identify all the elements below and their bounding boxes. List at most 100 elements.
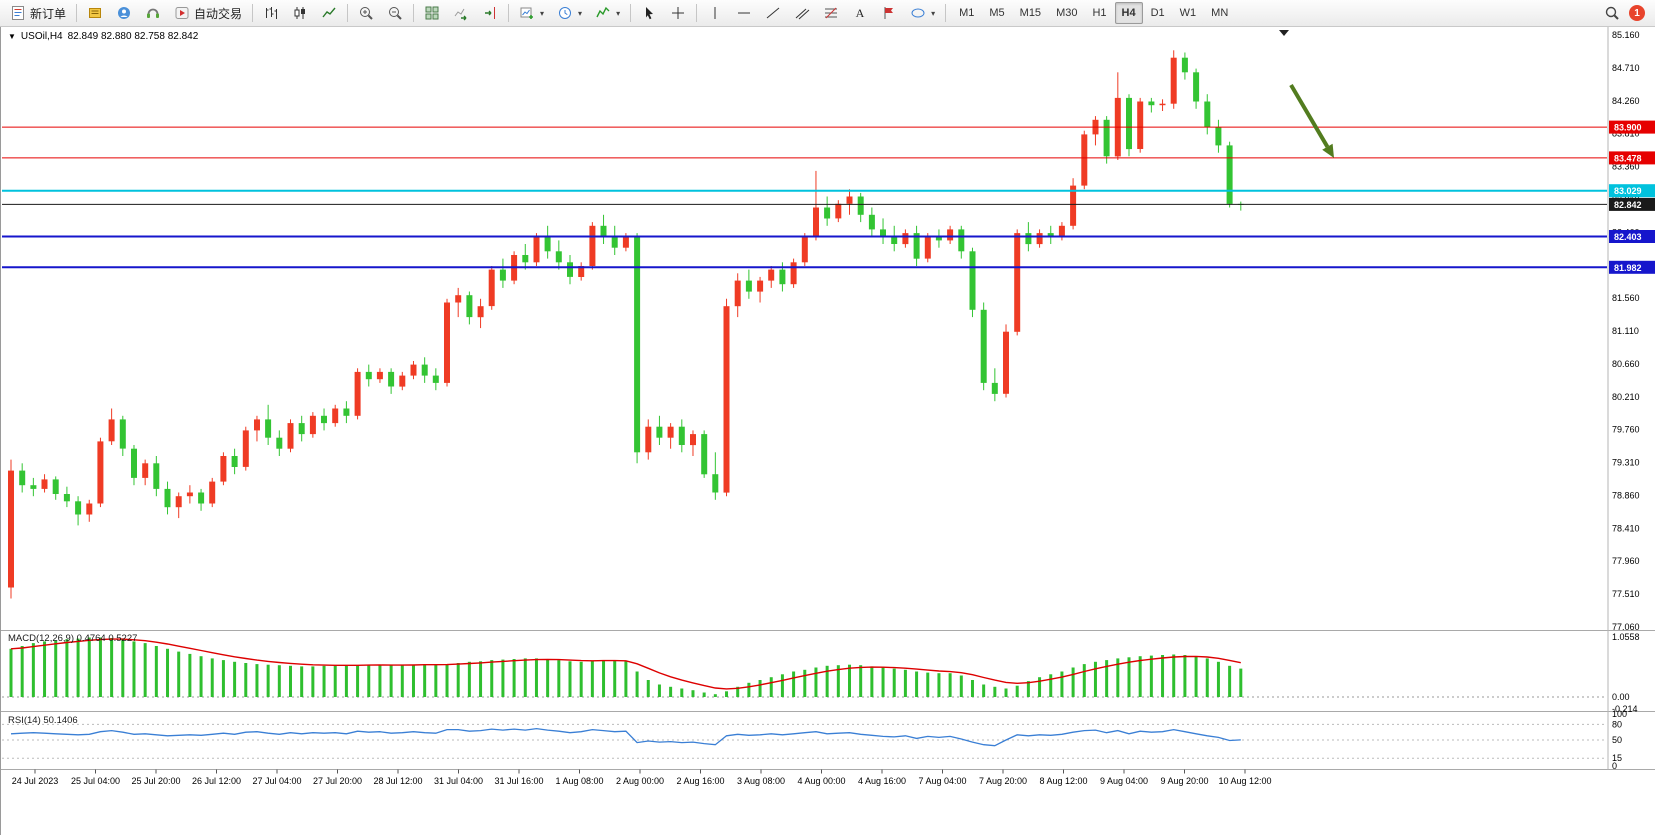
text-icon: A: [856, 6, 865, 20]
time-axis-label: 9 Aug 04:00: [1100, 776, 1148, 786]
chart-ohlc-values: 82.849 82.880 82.758 82.842: [67, 31, 199, 42]
candle-body: [600, 225, 607, 237]
candle-body: [1126, 97, 1132, 150]
one-click-collapse-icon[interactable]: ▼: [8, 32, 16, 41]
crosshair-button[interactable]: [664, 1, 692, 25]
ohlc-bars-icon: [266, 7, 278, 19]
time-axis-label: 31 Jul 16:00: [494, 776, 543, 786]
chart-shift-button[interactable]: [476, 1, 504, 25]
time-axis-label: 28 Jul 12:00: [373, 776, 422, 786]
timeframe-m15-button[interactable]: M15: [1019, 7, 1042, 19]
timeframe-group: M1 M5 M15 M30 H1 H4 D1 W1 MN: [952, 2, 1235, 24]
new-order-icon: [12, 6, 24, 20]
profiles-button[interactable]: [110, 1, 138, 25]
timeframe-d1-button[interactable]: D1: [1150, 7, 1165, 19]
rsi-axis-label: 50: [1612, 735, 1622, 745]
zoom-in-icon: [360, 7, 373, 20]
trendline-button[interactable]: [759, 1, 787, 25]
rsi-axis-label: 15: [1612, 753, 1622, 763]
search-button[interactable]: [1598, 1, 1626, 25]
candle-body: [745, 280, 752, 292]
candle-body: [97, 441, 104, 504]
candle-body: [1170, 57, 1177, 104]
timeframe-h4-button[interactable]: H4: [1114, 2, 1143, 24]
dropdown-caret-icon: ▾: [540, 8, 545, 18]
candle-body: [522, 255, 529, 263]
timeframe-h1-button[interactable]: H1: [1092, 7, 1107, 19]
rsi-line: [10, 727, 1241, 747]
time-axis-label: 26 Jul 12:00: [192, 776, 241, 786]
autotrade-button[interactable]: 自动交易: [168, 1, 248, 25]
profiles-icon: [118, 7, 131, 19]
price-tag: [1609, 197, 1655, 211]
timeframe-mn-button[interactable]: MN: [1211, 7, 1229, 19]
candle-body: [86, 503, 93, 515]
periods-button[interactable]: ▾: [551, 1, 588, 25]
candlestick-type-button[interactable]: [286, 1, 314, 25]
candle-body: [544, 236, 551, 252]
channel-button[interactable]: [788, 1, 816, 25]
candle-body: [835, 203, 842, 219]
time-axis-label: 10 Aug 12:00: [1218, 776, 1271, 786]
candle-body: [868, 214, 875, 230]
price-chart-canvas[interactable]: 85.16084.71084.26083.81083.36082.91082.4…: [1, 27, 1655, 835]
candle-body: [376, 371, 383, 380]
zoom-out-icon: [389, 7, 402, 20]
trend-arrow-head[interactable]: [1322, 143, 1334, 158]
bar-chart-type-button[interactable]: [257, 1, 285, 25]
chart-shift-marker[interactable]: [1279, 30, 1289, 36]
candle-body: [846, 196, 853, 204]
candle-body: [1204, 101, 1211, 128]
candle-body: [891, 236, 898, 244]
new-chart-button[interactable]: ▾: [513, 1, 550, 25]
time-axis-label: 27 Jul 20:00: [313, 776, 362, 786]
time-axis-label: 4 Aug 16:00: [858, 776, 906, 786]
dropdown-caret-icon: ▾: [578, 8, 583, 18]
tile-windows-button[interactable]: [418, 1, 446, 25]
candle-body: [119, 419, 126, 449]
indicators-button[interactable]: ▾: [589, 1, 626, 25]
candle-body: [1137, 101, 1144, 149]
candle-body: [622, 236, 629, 248]
candle-body: [611, 236, 618, 248]
market-watch-button[interactable]: [81, 1, 109, 25]
candle-body: [902, 233, 909, 245]
candle-body: [667, 426, 674, 438]
price-axis-label: 81.110: [1612, 326, 1639, 336]
candle-body: [287, 423, 294, 449]
time-axis-label: 31 Jul 04:00: [434, 776, 483, 786]
candle-body: [131, 448, 137, 478]
line-chart-type-button[interactable]: [315, 1, 343, 25]
notification-badge[interactable]: 1: [1629, 5, 1645, 21]
cursor-button[interactable]: [635, 1, 663, 25]
trend-arrow[interactable]: [1289, 83, 1330, 148]
timeframe-m30-button[interactable]: M30: [1056, 7, 1078, 19]
community-button[interactable]: [139, 1, 167, 25]
rsi-axis-label: 80: [1612, 719, 1622, 729]
vertical-line-button[interactable]: [701, 1, 729, 25]
candle-body: [723, 306, 730, 493]
timeframe-m1-button[interactable]: M1: [959, 7, 975, 19]
auto-scroll-button[interactable]: [447, 1, 475, 25]
candle-body: [164, 488, 171, 508]
objects-button[interactable]: ▾: [904, 1, 941, 25]
fibonacci-button[interactable]: [817, 1, 845, 25]
zoom-out-button[interactable]: [381, 1, 409, 25]
rsi-indicator-label: RSI(14) 50.1406: [8, 715, 78, 726]
new-order-button[interactable]: 新订单: [4, 1, 72, 25]
label-button[interactable]: [875, 1, 903, 25]
horizontal-line-button[interactable]: [730, 1, 758, 25]
candle-body: [410, 364, 417, 376]
text-button[interactable]: A: [846, 1, 874, 25]
candle-body: [913, 233, 920, 259]
candle-body: [332, 408, 339, 424]
timeframe-m5-button[interactable]: M5: [989, 7, 1005, 19]
chart-window: 85.16084.71084.26083.81083.36082.91082.4…: [0, 27, 1655, 835]
candle-body: [734, 280, 741, 307]
timeframe-w1-button[interactable]: W1: [1179, 7, 1197, 19]
candle-body: [52, 479, 59, 494]
price-axis-label: 77.960: [1612, 556, 1640, 566]
price-axis-label: 83.810: [1612, 129, 1640, 139]
zoom-in-button[interactable]: [352, 1, 380, 25]
candle-body: [399, 375, 406, 387]
